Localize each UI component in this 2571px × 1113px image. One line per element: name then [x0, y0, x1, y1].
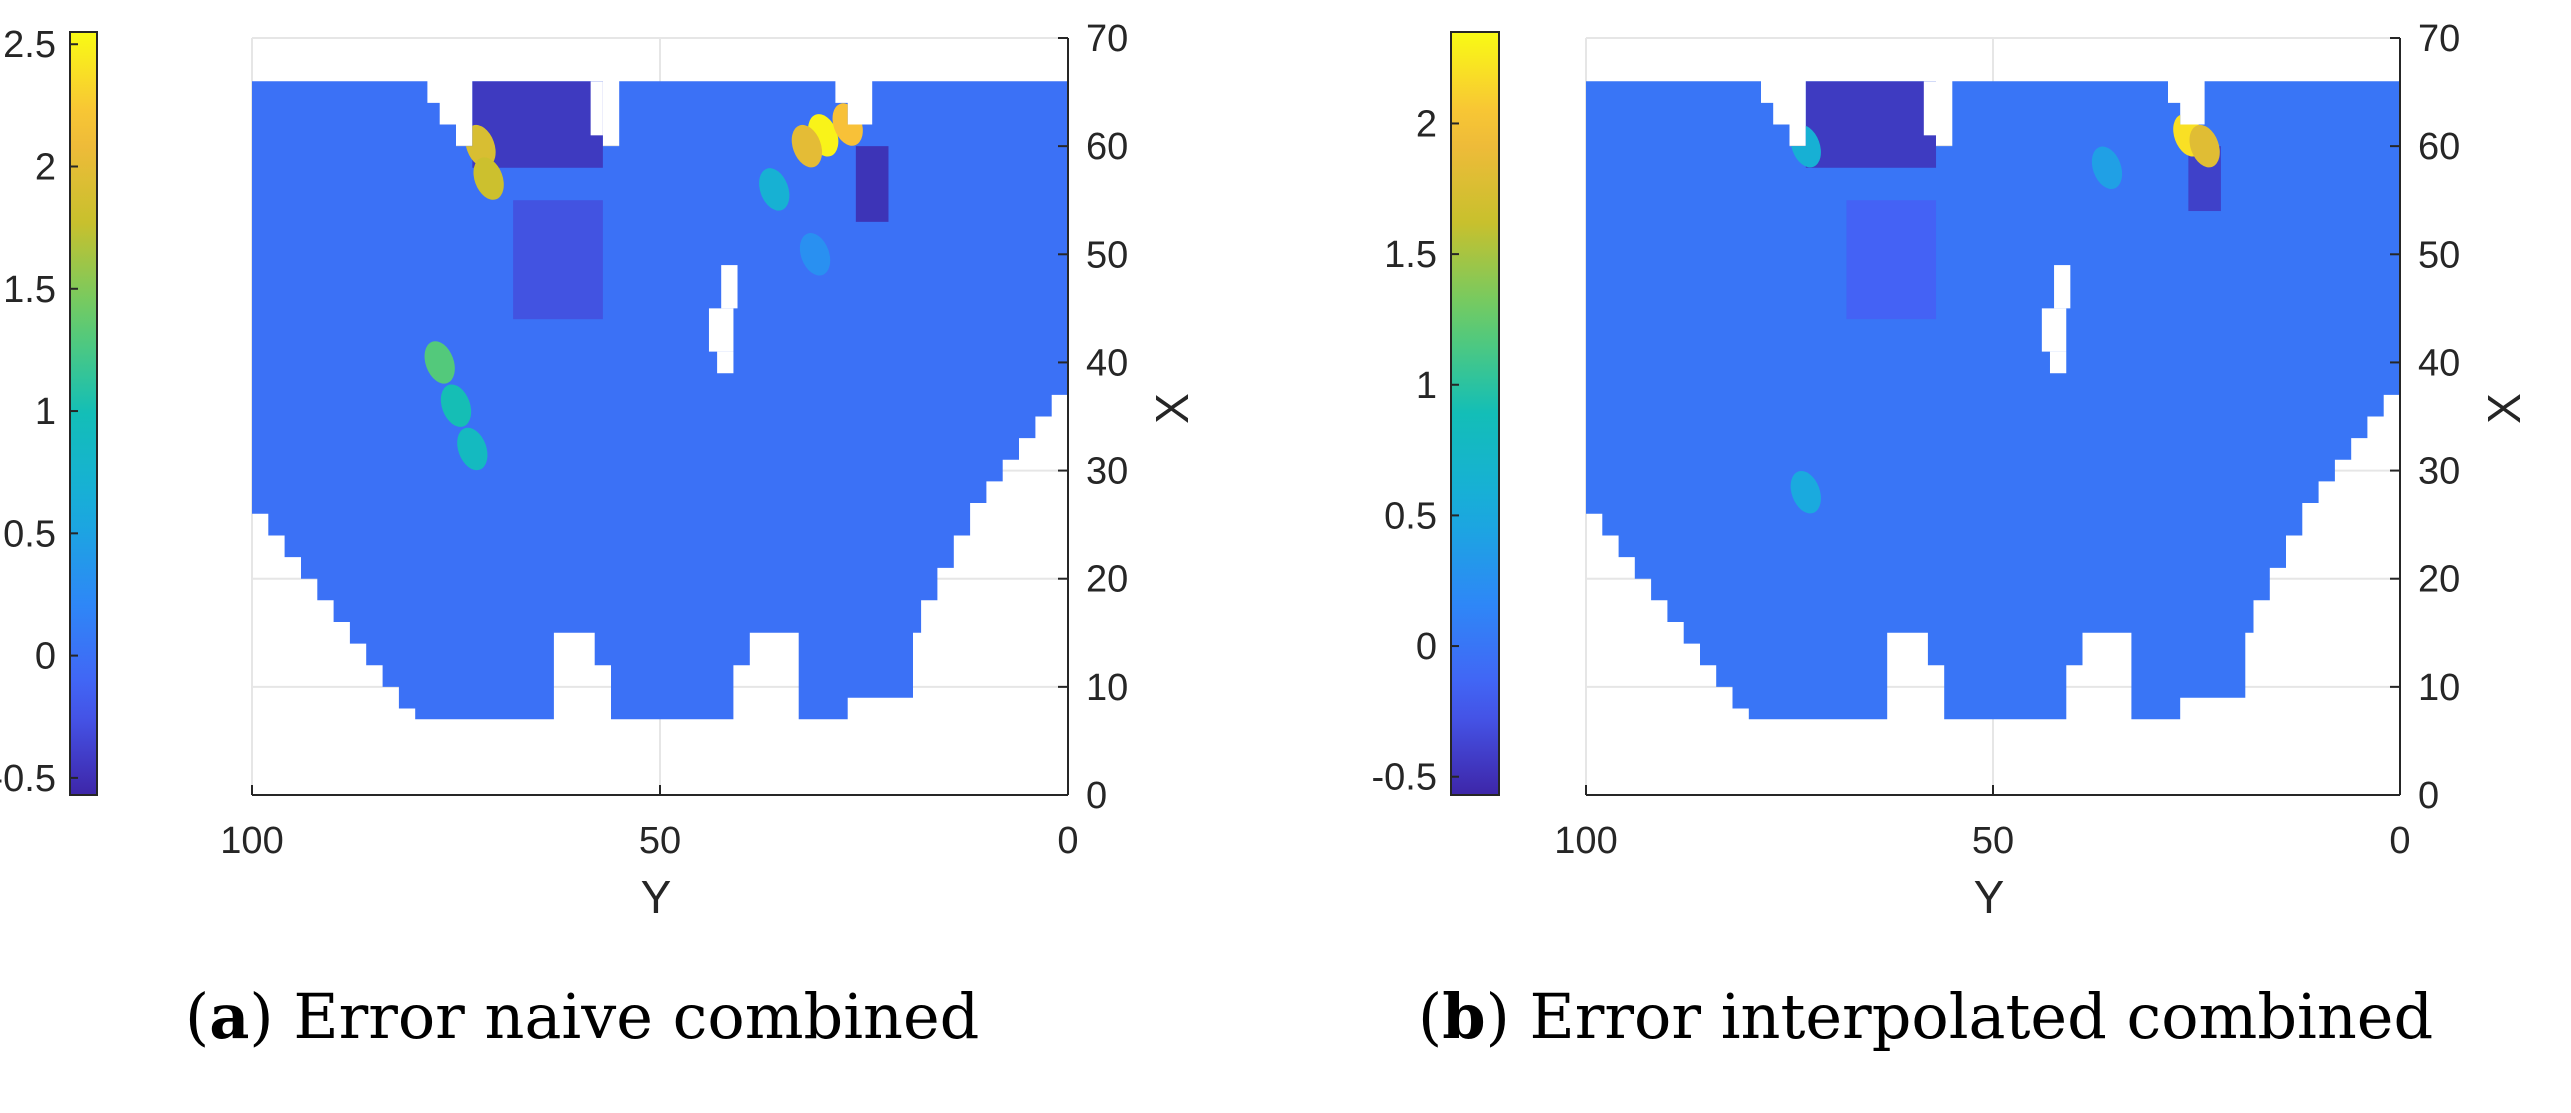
data-gap: [1923, 81, 1941, 136]
x-tick-label: 0: [2389, 820, 2410, 862]
heatmap-hotspot: [791, 124, 823, 168]
heatmap-domain: [1586, 81, 2400, 720]
y-tick-label: 10: [2418, 667, 2460, 709]
colorbar-tick-label: 2: [35, 147, 56, 189]
y-tick-label: 10: [1086, 667, 1128, 709]
data-gap: [721, 265, 738, 309]
y-tick-label: 70: [1086, 18, 1128, 60]
y-tick-label: 30: [2418, 451, 2460, 493]
colorbar-tick-label: 0: [35, 636, 56, 678]
heatmap-hotspot: [424, 341, 455, 384]
y-tick-label: 40: [2418, 342, 2460, 384]
colorbar-tick-label: 0: [1416, 626, 1437, 668]
heatmap-base: [1586, 81, 2400, 720]
data-gap: [2054, 265, 2071, 309]
colorbar: [69, 31, 98, 796]
y-tick-label: 70: [2418, 18, 2460, 60]
caption-text-b: Error interpolated combined: [1529, 980, 2434, 1053]
y-axis-label: X: [2478, 393, 2530, 424]
caption-letter-b: (b): [1418, 980, 1510, 1053]
y-tick-label: 20: [1086, 559, 1128, 601]
x-tick-label: 50: [1972, 820, 2014, 862]
data-gap: [590, 81, 607, 136]
y-tick-label: 20: [2418, 559, 2460, 601]
y-tick-label: 60: [2418, 126, 2460, 168]
y-tick-label: 0: [2418, 775, 2439, 817]
caption-letter-a: (a): [185, 980, 274, 1053]
colorbar-tick-label: 2: [1416, 103, 1437, 145]
data-gap: [2049, 351, 2067, 374]
y-tick-label: 30: [1086, 451, 1128, 493]
x-tick-label: 0: [1057, 820, 1078, 862]
y-tick-label: 60: [1086, 126, 1128, 168]
x-tick-label: 50: [639, 820, 681, 862]
y-tick-label: 40: [1086, 342, 1128, 384]
heatmap-region: [1805, 81, 1937, 168]
colorbar-tick-label: 1.5: [1384, 234, 1437, 276]
heatmap-domain: [252, 81, 1068, 720]
heatmap-region: [855, 146, 889, 222]
x-axis-label: Y: [641, 871, 672, 923]
heatmap-region: [513, 200, 603, 320]
heatmap-region: [1846, 200, 1937, 320]
heatmap-hotspot: [799, 233, 831, 276]
colorbar-tick-label: 0.5: [3, 513, 56, 555]
colorbar-tick-label: 0.5: [1384, 495, 1437, 537]
heatmap-hotspot: [440, 384, 472, 427]
caption-a: (a) Error naive combined: [185, 980, 979, 1053]
y-tick-label: 0: [1086, 775, 1107, 817]
caption-text-a: Error naive combined: [293, 980, 980, 1053]
panel-a: 100500010203040506070YX-0.500.511.522.5 …: [0, 0, 1285, 1113]
colorbar-tick-label: 1.5: [3, 269, 56, 311]
x-tick-label: 100: [220, 820, 283, 862]
heatmap-hotspot: [465, 124, 496, 168]
colorbar-tick-label: -0.5: [1372, 757, 1437, 799]
y-tick-label: 50: [1086, 234, 1128, 276]
data-gap: [708, 308, 734, 352]
x-axis-label: Y: [1974, 871, 2005, 923]
panel-b: 100 50 0 0 10 20 30 40 50 60 70 Y X -0.5 0 0.5 1 1.5 2 (b)…: [1338, 0, 2571, 1113]
heatmap-hotspot: [1790, 470, 1821, 514]
y-axis-label: X: [1146, 393, 1198, 424]
colorbar-tick-label: 1: [35, 391, 56, 433]
y-tick-label: 50: [2418, 234, 2460, 276]
colorbar-tick-label: 2.5: [3, 24, 56, 66]
x-tick-label: 100: [1554, 820, 1617, 862]
caption-b: (b) Error interpolated combined: [1418, 980, 2433, 1053]
heatmap-hotspot: [473, 157, 504, 200]
heatmap-hotspot: [2189, 124, 2220, 168]
colorbar-tick-label: 1: [1416, 365, 1437, 407]
heatmap-hotspot: [457, 427, 488, 471]
colorbar: [1450, 31, 1500, 796]
data-gap: [717, 351, 734, 374]
heatmap-hotspot: [759, 168, 790, 211]
colorbar-tick-label: -0.5: [0, 758, 56, 800]
heatmap-hotspot: [2091, 146, 2123, 189]
data-gap: [2041, 308, 2067, 352]
heatmap-base: [252, 81, 1068, 720]
